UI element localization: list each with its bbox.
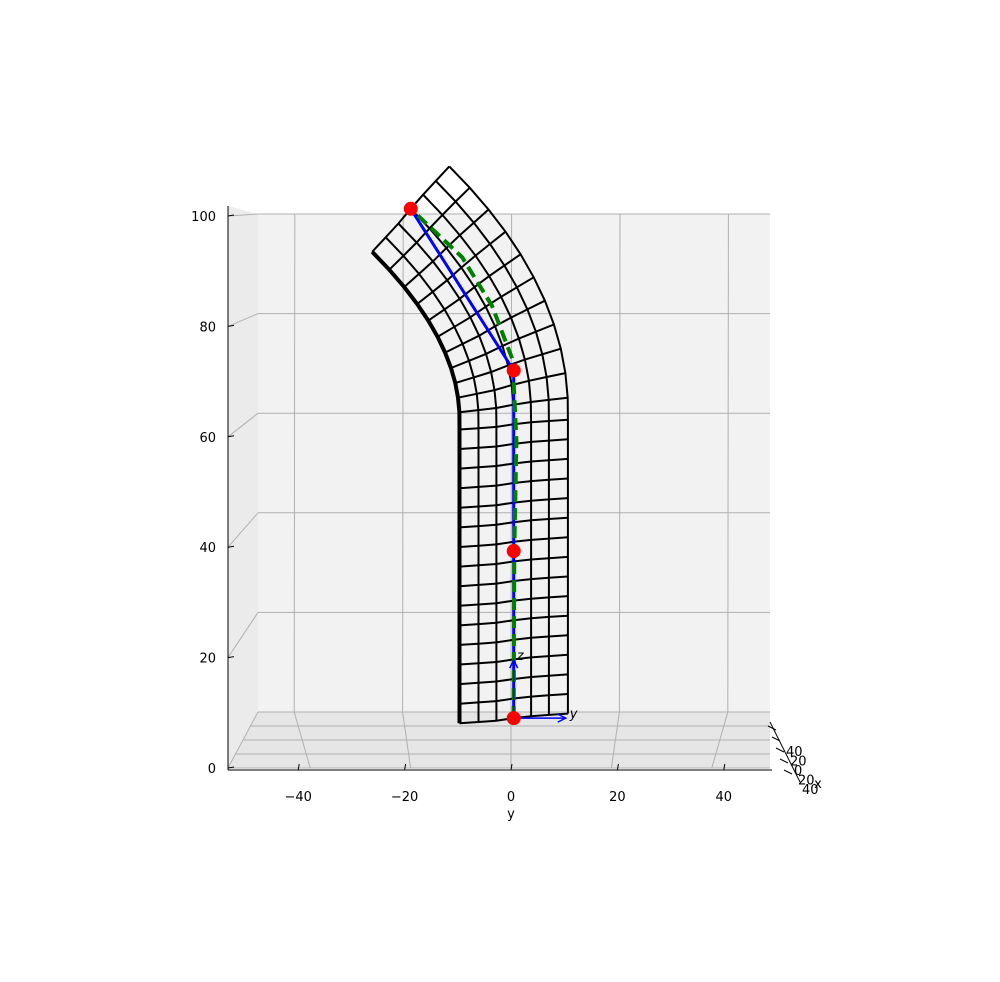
z-tick-label: 100 — [191, 210, 216, 225]
frame-z-label: z — [516, 649, 525, 664]
z-axis-ticks: 0 20 40 60 80 100 — [191, 210, 235, 777]
base-frame-arrows: yz — [509, 649, 578, 723]
y-tick-label: 40 — [716, 790, 733, 805]
x-tick-label: 20 — [790, 755, 807, 770]
red-marker-point — [506, 544, 521, 559]
x-tick-label: 40 — [786, 745, 803, 760]
grid-line-y — [727, 213, 729, 713]
x-tick-mark — [783, 769, 793, 775]
mesh-longitudinal-line — [422, 194, 533, 717]
x-tick-mark — [767, 725, 777, 731]
frame-y-label: y — [569, 707, 578, 722]
y-tick-mark — [297, 763, 300, 771]
y-axis-label: y — [507, 807, 515, 822]
z-tick-mark — [227, 435, 235, 438]
z-tick-label: 40 — [199, 541, 216, 556]
y-tick-mark — [404, 763, 407, 771]
grid-line-z-side — [227, 612, 259, 658]
grid-line-y — [293, 213, 296, 713]
grid-line-z-side — [227, 412, 259, 438]
z-tick-label: 60 — [199, 431, 216, 446]
axes-panes — [228, 206, 770, 768]
x-axis-line — [769, 721, 801, 783]
y-tick-label: 0 — [507, 790, 515, 805]
z-tick-label: 0 — [208, 762, 216, 777]
x-tick-label: 0 — [794, 764, 802, 779]
grid-line-z-side — [227, 512, 259, 548]
y-tick-mark — [510, 763, 513, 771]
z-tick-mark — [227, 545, 235, 548]
mesh-longitudinal-line — [370, 250, 462, 724]
left-pane — [228, 206, 258, 768]
mesh-longitudinal-line — [448, 165, 569, 714]
y-tick-label: −40 — [284, 790, 311, 805]
x-tick-label: 40 — [802, 783, 819, 798]
mesh-longitudinal-line — [435, 180, 550, 715]
y-tick-mark — [723, 763, 726, 771]
mesh-longitudinal-line — [384, 236, 480, 722]
y-tick-mark — [616, 763, 619, 771]
x-axis-label: x — [814, 777, 822, 792]
x-tick-mark — [779, 758, 789, 764]
x-tick-label: 20 — [798, 774, 815, 789]
grid-line-z-side — [227, 313, 259, 327]
red-marker-point — [506, 363, 521, 378]
red-marker-point — [403, 201, 418, 216]
marker-points — [403, 201, 521, 726]
red-marker-point — [506, 711, 521, 726]
z-tick-mark — [227, 324, 235, 327]
z-tick-label: 20 — [199, 652, 216, 667]
x-tick-mark — [771, 736, 781, 742]
axis-frame — [227, 206, 801, 783]
x-tick-mark — [775, 747, 785, 753]
grid-line-y — [618, 213, 621, 713]
y-axis-ticks: −40 −20 0 20 40 — [284, 763, 733, 805]
y-tick-label: 20 — [609, 790, 626, 805]
grid-line-y — [402, 213, 404, 713]
z-tick-mark — [227, 656, 235, 659]
z-tick-label: 80 — [199, 320, 216, 335]
frame-y-arrowhead — [557, 713, 568, 723]
y-tick-label: −20 — [391, 790, 418, 805]
mesh-longitudinal-line — [397, 222, 498, 721]
z-tick-mark — [227, 766, 235, 769]
frame-z-arrowhead — [509, 658, 519, 669]
z-tick-mark — [227, 214, 235, 217]
